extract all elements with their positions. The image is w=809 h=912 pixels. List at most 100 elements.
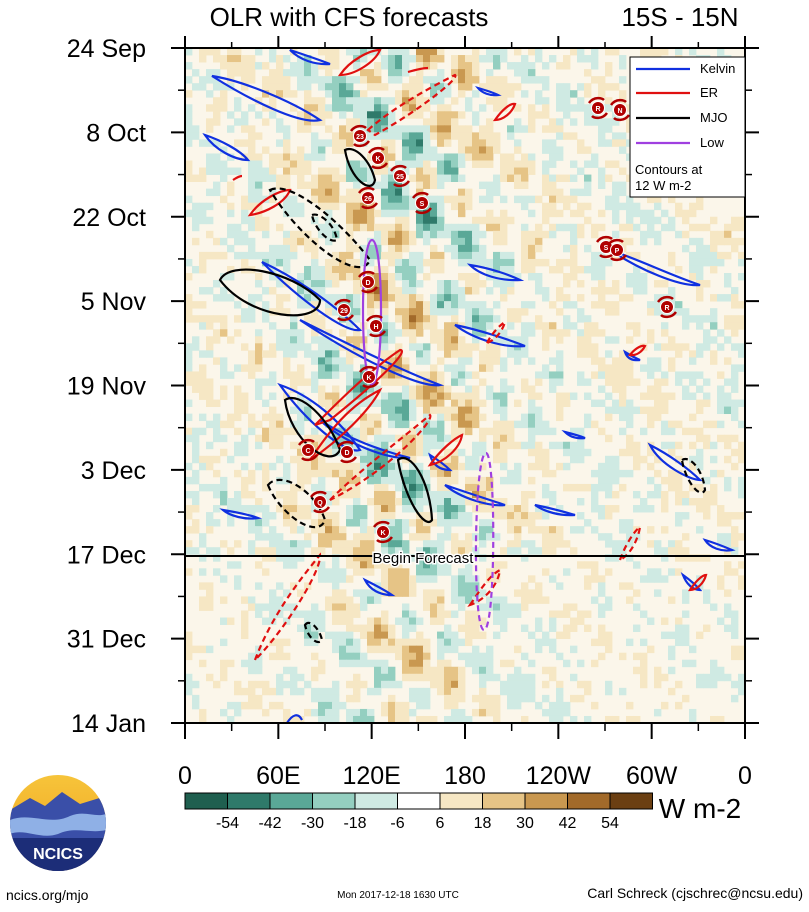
heatmap-cell [451,673,459,682]
heatmap-cell [339,476,347,485]
heatmap-cell [437,104,445,112]
heatmap-cell [444,610,452,618]
heatmap-cell [367,715,375,723]
heatmap-cell [458,582,466,590]
heatmap-cell [360,251,368,260]
heatmap-cell [528,427,536,436]
heatmap-cell [675,568,683,576]
heatmap-cell [332,694,340,703]
heatmap-cell [647,329,655,337]
heatmap-cell [724,251,732,260]
heatmap-cell [500,329,508,337]
heatmap-cell [563,104,571,112]
heatmap-cell [206,385,214,393]
heatmap-cell [430,209,438,218]
heatmap-cell [696,287,704,295]
heatmap-cell [507,469,515,478]
heatmap-cell [542,680,550,689]
heatmap-cell [402,209,410,218]
heatmap-cell [451,533,459,541]
heatmap-cell [185,315,193,323]
heatmap-cell [423,512,431,520]
heatmap-cell [493,104,501,112]
heatmap-cell [696,505,704,513]
heatmap-cell [465,202,473,211]
heatmap-cell [395,244,403,253]
heatmap-cell [731,448,739,457]
heatmap-cell [675,680,683,689]
colorbar-units: W m-2 [659,793,741,824]
heatmap-cell [458,371,466,379]
heatmap-cell [542,83,550,91]
heatmap-cell [647,385,655,393]
heatmap-cell [605,645,613,654]
heatmap-cell [465,76,473,84]
heatmap-cell [199,603,207,611]
heatmap-cell [430,505,438,513]
chart-title: OLR with CFS forecasts [210,2,489,32]
heatmap-cell [654,673,662,682]
heatmap-cell [584,336,592,344]
heatmap-cell [388,258,396,267]
heatmap-cell [402,385,410,393]
heatmap-cell [213,188,221,197]
heatmap-cell [500,448,508,457]
heatmap-cell [675,343,683,351]
heatmap-cell [647,216,655,225]
heatmap-cell [619,385,627,393]
heatmap-cell [353,715,361,723]
heatmap-cell [248,202,256,211]
heatmap-cell [325,350,333,358]
heatmap-cell [535,392,543,400]
colorbar-swatch [439,792,483,810]
heatmap-cell [262,104,270,112]
heatmap-cell [612,209,620,218]
heatmap-cell [633,280,641,288]
heatmap-cell [276,673,284,682]
heatmap-cell [549,498,557,506]
heatmap-cell [514,687,522,696]
heatmap-cell [458,209,466,218]
heatmap-cell [696,350,704,358]
heatmap-cell [598,118,606,126]
heatmap-cell [220,315,228,323]
heatmap-cell [234,540,242,548]
heatmap-cell [465,280,473,288]
heatmap-cell [472,455,480,464]
heatmap-cell [549,490,557,499]
heatmap-cell [346,547,354,555]
heatmap-cell [318,343,326,351]
heatmap-cell [416,631,424,640]
heatmap-cell [395,589,403,597]
heatmap-cell [451,174,459,182]
heatmap-cell [521,336,529,344]
heatmap-cell [675,308,683,316]
heatmap-cell [304,343,312,351]
heatmap-cell [381,561,389,569]
heatmap-cell [367,687,375,696]
heatmap-cell [479,146,487,154]
heatmap-cell [577,483,585,492]
heatmap-cell [402,624,410,632]
heatmap-cell [451,69,459,77]
heatmap-cell [682,385,690,393]
heatmap-cell [500,680,508,689]
heatmap-cell [626,420,634,429]
heatmap-cell [234,223,242,232]
heatmap-cell [381,462,389,471]
heatmap-cell [465,55,473,63]
heatmap-cell [276,258,284,267]
heatmap-cell [346,483,354,492]
heatmap-cell [507,153,515,161]
heatmap-cell [395,715,403,723]
heatmap-cell [689,659,697,668]
heatmap-cell [528,476,536,485]
heatmap-cell [241,490,249,499]
heatmap-cell [360,568,368,576]
heatmap-cell [423,371,431,379]
heatmap-cell [591,357,599,365]
heatmap-cell [311,624,319,632]
heatmap-cell [549,638,557,647]
heatmap-cell [360,223,368,232]
heatmap-cell [521,230,529,239]
